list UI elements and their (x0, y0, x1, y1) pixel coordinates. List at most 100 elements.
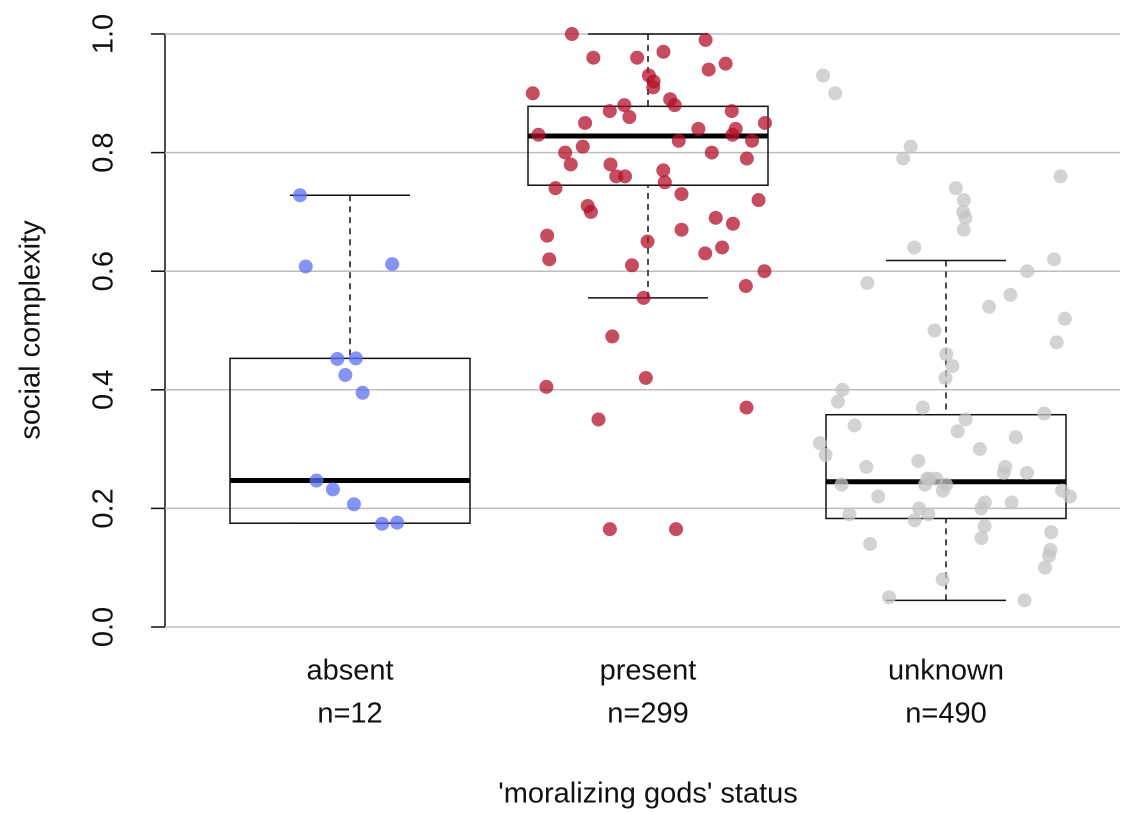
n-label: n=12 (317, 698, 382, 730)
point (896, 151, 911, 166)
point (657, 175, 672, 190)
point (531, 127, 546, 142)
point (818, 448, 833, 463)
n-label: n=490 (905, 698, 986, 730)
point (757, 264, 772, 279)
y-tick-label: 0.6 (88, 251, 120, 291)
point (669, 522, 684, 537)
point (656, 44, 671, 59)
point (1042, 548, 1057, 563)
point (355, 385, 370, 400)
point (938, 370, 953, 385)
point (602, 104, 617, 119)
y-tick-label: 1.0 (88, 14, 120, 54)
point (1020, 465, 1035, 480)
point (548, 181, 563, 196)
point (293, 188, 307, 203)
point (950, 424, 965, 439)
point (958, 412, 973, 427)
point (939, 347, 954, 362)
point (578, 115, 593, 130)
point (564, 27, 579, 41)
point (708, 210, 723, 225)
point (1044, 525, 1059, 540)
point (996, 465, 1011, 480)
x-tick-label: absent (306, 655, 393, 687)
point (618, 169, 633, 184)
point (1053, 169, 1068, 184)
point (927, 323, 942, 338)
point (911, 453, 926, 468)
point (1008, 430, 1023, 445)
point (834, 477, 849, 492)
point (638, 370, 653, 385)
point (674, 187, 689, 202)
point (1037, 560, 1052, 575)
point (698, 32, 713, 47)
point (525, 86, 540, 101)
point (751, 193, 766, 208)
point (739, 151, 754, 166)
point (812, 436, 827, 451)
point (1020, 264, 1035, 279)
point (346, 497, 361, 512)
point (617, 98, 632, 113)
point (603, 157, 618, 172)
point (921, 507, 936, 522)
point (718, 56, 733, 71)
y-tick-label: 0.0 (88, 607, 120, 647)
point (907, 513, 922, 528)
point (907, 240, 922, 255)
point (739, 400, 754, 415)
point (972, 442, 987, 457)
point (871, 489, 886, 504)
point (542, 252, 557, 267)
point (745, 133, 760, 148)
point (539, 379, 554, 394)
n-label: n=299 (607, 698, 688, 730)
point (636, 290, 651, 305)
point (701, 62, 716, 77)
point (982, 299, 997, 314)
point (935, 572, 950, 587)
point (738, 279, 753, 294)
point (622, 110, 637, 125)
point (338, 367, 353, 382)
point (325, 482, 340, 497)
point (375, 516, 390, 531)
point (882, 590, 897, 605)
point (602, 522, 617, 537)
x-tick-label: unknown (888, 655, 1004, 687)
point (830, 394, 845, 409)
point (948, 181, 963, 196)
point (309, 473, 324, 488)
point (656, 163, 671, 178)
box (825, 413, 1067, 520)
point (671, 133, 686, 148)
point (842, 507, 857, 522)
point (586, 50, 601, 65)
point (624, 258, 639, 273)
x-tick-label: present (600, 655, 697, 687)
point (1017, 593, 1032, 608)
point (863, 536, 878, 551)
point (646, 80, 661, 95)
point (974, 531, 989, 546)
point (859, 459, 874, 474)
y-tick-label: 0.8 (88, 132, 120, 172)
point (724, 104, 739, 119)
point (698, 246, 713, 261)
point (974, 501, 989, 516)
point (563, 157, 578, 172)
point (640, 234, 655, 249)
x-axis-label: 'moralizing gods' status (498, 778, 798, 810)
point (725, 216, 740, 231)
point (330, 351, 345, 366)
y-tick-label: 0.2 (88, 488, 120, 528)
point (558, 145, 573, 160)
point (583, 204, 598, 219)
point (540, 228, 555, 243)
point (847, 418, 862, 433)
y-tick-label: 0.4 (88, 370, 120, 410)
